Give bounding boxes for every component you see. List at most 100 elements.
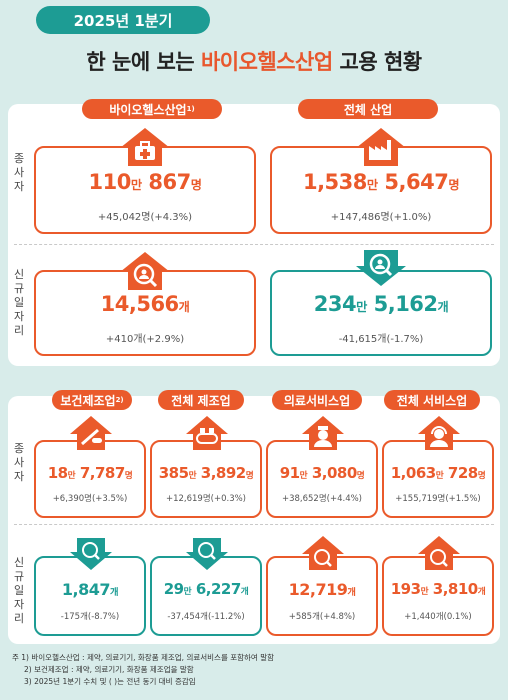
change-bio-new-jobs: +410개(+2.9%)	[105, 334, 185, 345]
period-badge: 2025년 1분기	[36, 6, 210, 34]
footnote-1: 주 1) 바이오헬스산업 : 제약, 의료기기, 화장품 제조업, 의료서비스를…	[12, 653, 275, 662]
value-part: 개	[178, 300, 190, 314]
value-part: 개	[437, 300, 449, 314]
value-part: 1,063	[390, 464, 436, 482]
card-all-employees: 1,538만 5,647명 +147,486명(+1.0%)	[270, 146, 492, 234]
value-part: 개	[477, 587, 486, 597]
value-part: 5,162	[366, 292, 438, 316]
value-part: 1,538	[302, 170, 367, 194]
value-medical-svc-employees: 91만 3,080명	[268, 464, 376, 482]
value-part: 867	[141, 170, 191, 194]
job-search-up-icon	[418, 536, 460, 570]
value-part: 만	[420, 587, 429, 597]
value-bio-employees: 110만 867명	[36, 170, 254, 194]
nurse-icon	[302, 416, 344, 450]
value-part: 개	[240, 587, 249, 597]
job-search-up-icon	[120, 252, 170, 290]
value-bio-new-jobs: 14,566개	[36, 292, 254, 316]
footnote-3: 3) 2025년 1분기 수치 및 ( )는 전년 동기 대비 증감임	[24, 677, 196, 686]
value-medical-svc-new-jobs: 12,719개	[268, 580, 376, 599]
change-all-new-jobs: -41,615개(-1.7%)	[338, 334, 424, 345]
job-search-down-icon	[356, 250, 406, 286]
title-highlight: 바이오헬스산업	[200, 50, 333, 74]
value-part: 6,227	[191, 580, 241, 598]
label-bio: 바이오헬스산업 1)	[82, 99, 222, 119]
value-part: 보건제조업	[60, 393, 116, 408]
value-part: 2)	[115, 396, 124, 404]
value-part: 만	[366, 178, 378, 192]
value-part: 명	[245, 471, 254, 481]
value-part: 명	[448, 178, 460, 192]
value-part: 전체 제조업	[171, 393, 231, 408]
value-part: 명	[190, 178, 202, 192]
value-part: 만	[183, 587, 192, 597]
value-part: 12,719	[288, 580, 348, 599]
value-all-mfg-employees: 385만 3,892명	[152, 464, 260, 482]
card-medical-svc-employees: 91만 3,080명 +38,652명(+4.4%)	[266, 440, 378, 518]
change-all-svc-employees: +155,719명(+1.5%)	[395, 494, 481, 504]
value-part: 만	[299, 471, 308, 481]
value-part: 3,080	[307, 464, 357, 482]
value-part: 29	[163, 580, 184, 598]
value-part: 3,810	[428, 580, 478, 598]
card-bio-new-jobs: 14,566개 +410개(+2.9%)	[34, 270, 256, 356]
value-part: 5,647	[377, 170, 449, 194]
value-part: 1,847	[61, 580, 111, 599]
label-all-mfg: 전체 제조업	[158, 390, 244, 410]
card-health-mfg-employees: 18만 7,787명 +6,390명(+3.5%)	[34, 440, 146, 518]
label-medical-svc: 의료서비스업	[272, 390, 362, 410]
value-part: 의료서비스업	[283, 393, 351, 408]
top-divider	[14, 244, 494, 245]
conveyor-icon	[186, 416, 228, 450]
label-health-mfg: 보건제조업 2)	[52, 390, 132, 410]
value-part: 7,787	[75, 464, 125, 482]
change-all-mfg-employees: +12,619명(+0.3%)	[165, 494, 247, 504]
change-medical-svc-new-jobs: +585개(+4.8%)	[288, 612, 356, 622]
bottom-row-label-new-jobs: 신규일자리	[13, 556, 25, 625]
page-title: 한 눈에 보는 바이오헬스산업 고용 현황	[0, 46, 508, 76]
value-part: 234	[313, 292, 357, 316]
change-all-employees: +147,486명(+1.0%)	[330, 212, 432, 223]
value-all-mfg-new-jobs: 29만 6,227개	[152, 580, 260, 598]
bottom-divider	[14, 524, 494, 525]
label-all-text: 전체 산업	[343, 102, 393, 117]
job-search-down-icon	[186, 538, 228, 570]
value-part: 만	[67, 471, 76, 481]
card-all-mfg-employees: 385만 3,892명 +12,619명(+0.3%)	[150, 440, 262, 518]
value-part: 385	[158, 464, 189, 482]
card-health-mfg-new-jobs: 1,847개 -175개(-8.7%)	[34, 556, 146, 636]
value-part: 만	[435, 471, 444, 481]
top-row-label-employees: 종사자	[13, 152, 25, 193]
service-worker-icon	[418, 416, 460, 450]
value-part: 18	[47, 464, 68, 482]
title-suffix: 고용 현황	[332, 50, 422, 74]
job-search-down-icon	[70, 538, 112, 570]
value-all-svc-new-jobs: 193만 3,810개	[384, 580, 492, 598]
value-part: 14,566	[100, 292, 180, 316]
change-all-mfg-new-jobs: -37,454개(-11.2%)	[167, 612, 245, 622]
value-part: 91	[279, 464, 300, 482]
job-search-up-icon	[302, 536, 344, 570]
change-bio-employees: +45,042명(+4.3%)	[97, 212, 193, 223]
card-all-svc-employees: 1,063만 728명 +155,719명(+1.5%)	[382, 440, 494, 518]
value-part: 개	[110, 587, 119, 598]
syringe-pill-icon	[70, 416, 112, 450]
value-health-mfg-employees: 18만 7,787명	[36, 464, 144, 482]
top-row-label-new-jobs: 신규일자리	[13, 268, 25, 337]
value-part: 110	[88, 170, 132, 194]
value-health-mfg-new-jobs: 1,847개	[36, 580, 144, 599]
value-all-employees: 1,538만 5,647명	[272, 170, 490, 194]
value-part: 개	[347, 587, 356, 598]
footnotes: 주 1) 바이오헬스산업 : 제약, 의료기기, 화장품 제조업, 의료서비스를…	[12, 652, 274, 688]
label-bio-text: 바이오헬스산업	[109, 102, 187, 117]
label-bio-sup: 1)	[186, 105, 195, 113]
title-prefix: 한 눈에 보는	[86, 50, 201, 74]
value-part: 만	[188, 471, 197, 481]
value-all-new-jobs: 234만 5,162개	[272, 292, 490, 316]
factory-icon	[356, 128, 406, 166]
change-health-mfg-employees: +6,390명(+3.5%)	[52, 494, 128, 504]
value-all-svc-employees: 1,063만 728명	[384, 464, 492, 482]
value-part: 만	[130, 178, 142, 192]
value-part: 3,892	[196, 464, 246, 482]
bottom-row-label-employees: 종사자	[13, 442, 25, 483]
